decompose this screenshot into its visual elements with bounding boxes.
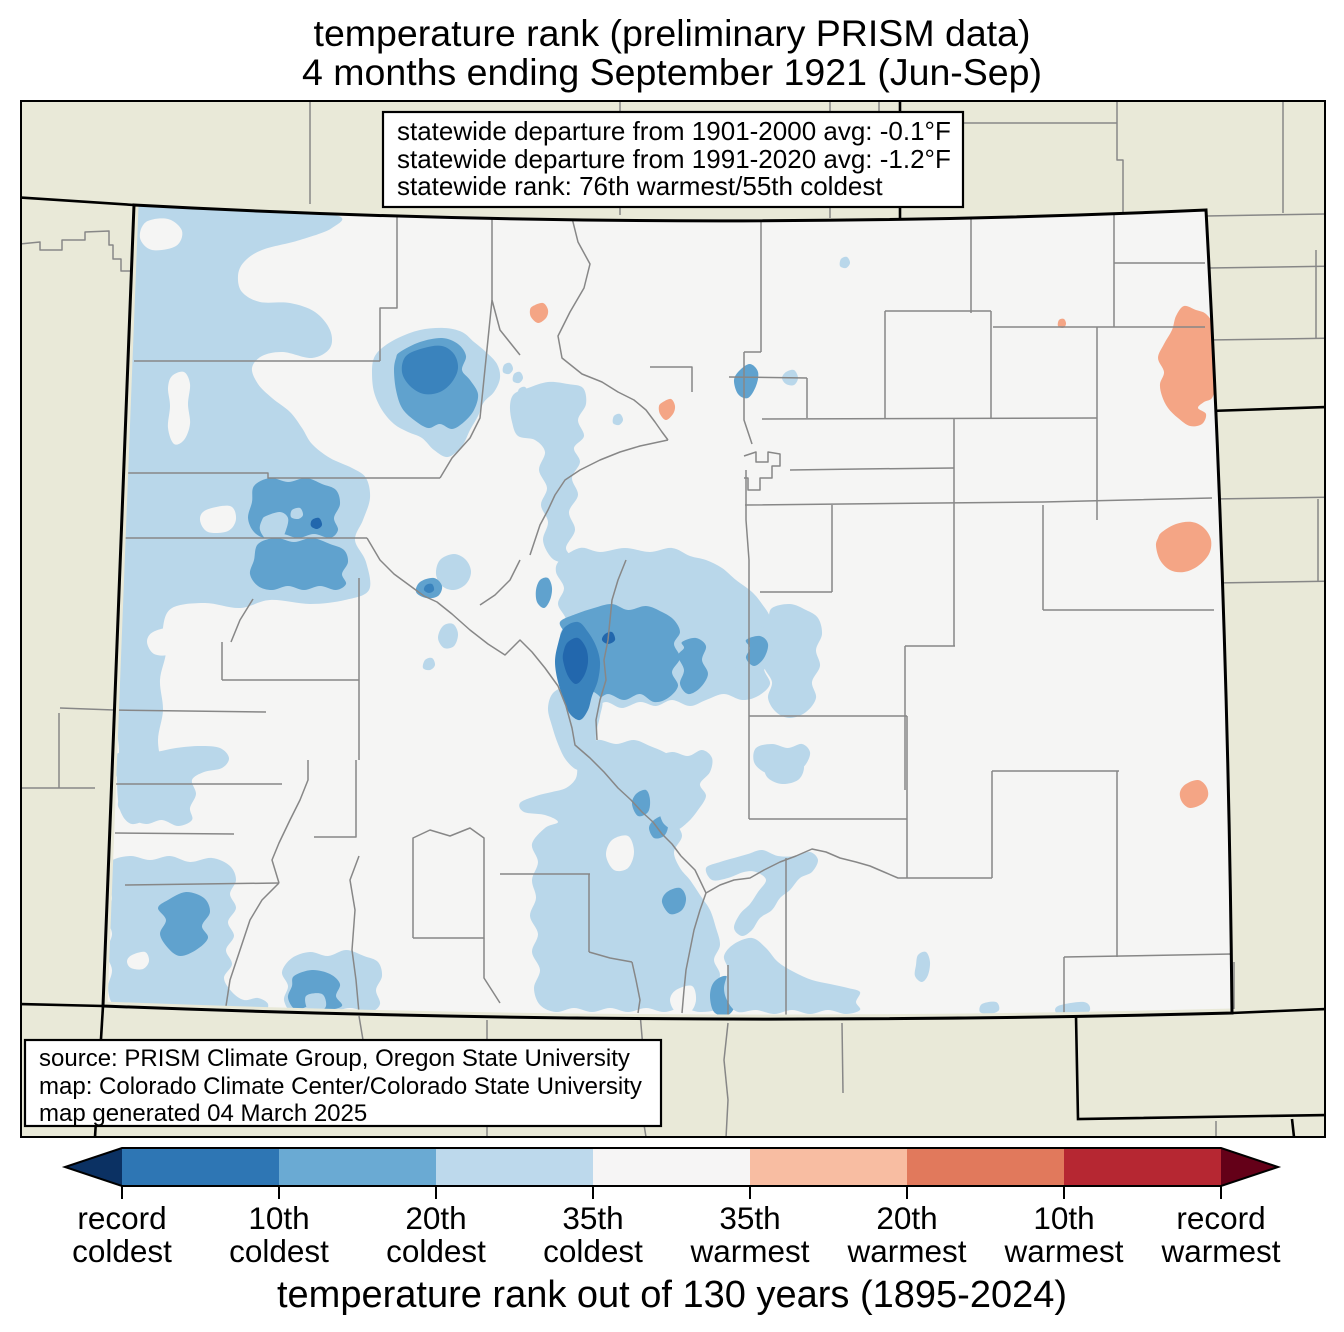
svg-text:warmest: warmest bbox=[846, 1233, 966, 1269]
svg-text:10th: 10th bbox=[1033, 1200, 1094, 1236]
svg-text:coldest: coldest bbox=[72, 1233, 172, 1269]
svg-text:warmest: warmest bbox=[689, 1233, 809, 1269]
svg-text:coldest: coldest bbox=[386, 1233, 486, 1269]
svg-text:4 months ending September 1921: 4 months ending September 1921 (Jun-Sep) bbox=[302, 51, 1042, 93]
svg-text:temperature rank out of 130 ye: temperature rank out of 130 years (1895-… bbox=[277, 1274, 1067, 1316]
svg-text:record: record bbox=[77, 1200, 166, 1236]
svg-text:record: record bbox=[1176, 1200, 1265, 1236]
svg-text:20th: 20th bbox=[405, 1200, 466, 1236]
svg-text:temperature rank (preliminary: temperature rank (preliminary PRISM data… bbox=[314, 12, 1031, 54]
svg-text:warmest: warmest bbox=[1160, 1233, 1280, 1269]
svg-text:statewide departure from 1991-: statewide departure from 1991-2020 avg: … bbox=[397, 144, 951, 174]
svg-text:coldest: coldest bbox=[543, 1233, 643, 1269]
svg-text:statewide rank: 76th warmest/5: statewide rank: 76th warmest/55th coldes… bbox=[397, 171, 883, 201]
svg-text:coldest: coldest bbox=[229, 1233, 329, 1269]
svg-text:source: PRISM Climate Group, O: source: PRISM Climate Group, Oregon Stat… bbox=[39, 1045, 630, 1072]
svg-text:map: Colorado Climate Center/C: map: Colorado Climate Center/Colorado St… bbox=[39, 1073, 642, 1100]
svg-text:35th: 35th bbox=[719, 1200, 780, 1236]
svg-text:20th: 20th bbox=[876, 1200, 937, 1236]
svg-text:35th: 35th bbox=[562, 1200, 623, 1236]
svg-text:10th: 10th bbox=[248, 1200, 309, 1236]
svg-text:warmest: warmest bbox=[1003, 1233, 1123, 1269]
svg-text:statewide departure from 1901-: statewide departure from 1901-2000 avg: … bbox=[397, 116, 951, 146]
svg-text:map generated 04 March 2025: map generated 04 March 2025 bbox=[39, 1100, 367, 1127]
